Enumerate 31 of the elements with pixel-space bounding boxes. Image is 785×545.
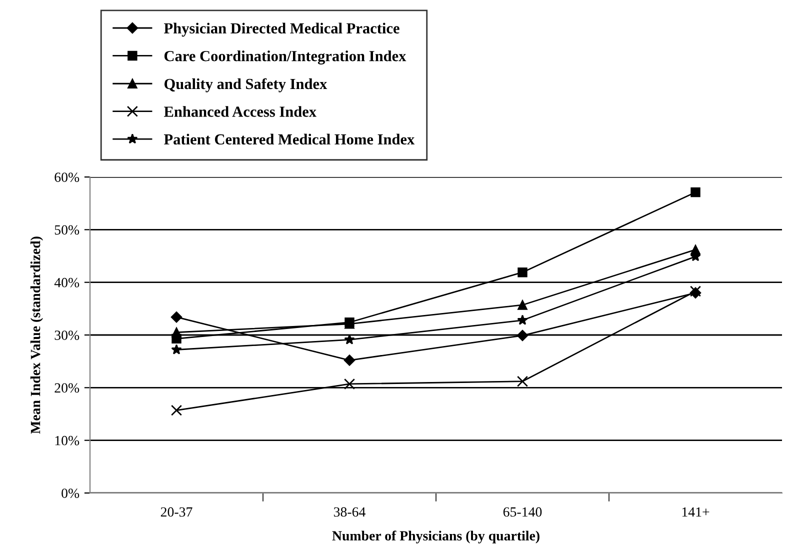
legend-label: Patient Centered Medical Home Index — [164, 134, 415, 145]
y-tick-label: 20% — [54, 383, 80, 393]
legend-label: Enhanced Access Index — [164, 106, 316, 117]
y-tick-label: 60% — [54, 172, 80, 182]
point — [344, 378, 356, 390]
x-tick-label: 141+ — [682, 507, 710, 517]
y-tick-label: 10% — [55, 436, 80, 446]
point — [344, 334, 355, 344]
x-axis-title: Number of Physicians (by quartile) — [332, 530, 540, 544]
y-axis-title: Mean Index Value (standardized) — [30, 236, 44, 434]
x-tick-label: 65-140 — [503, 507, 542, 517]
point — [344, 354, 356, 366]
point — [517, 314, 528, 325]
point — [690, 187, 700, 198]
point — [518, 300, 528, 310]
x-tick-label: 20-37 — [160, 507, 192, 517]
y-tick-label: 50% — [54, 225, 80, 235]
legend-label: Quality and Safety Index — [164, 78, 328, 92]
x-tick-label: 38-64 — [334, 507, 366, 517]
point — [518, 267, 528, 278]
point — [170, 404, 182, 416]
y-tick-label: 40% — [54, 278, 80, 288]
point — [172, 328, 182, 338]
point — [516, 330, 528, 342]
legend-label: Physician Directed Medical Practice — [164, 22, 400, 37]
y-tick-label: 0% — [62, 488, 80, 498]
point — [516, 376, 528, 387]
point — [170, 311, 182, 323]
legend-label: Care Coordination/Integration Index — [164, 50, 406, 64]
point — [171, 344, 182, 354]
y-tick-label: 30% — [54, 330, 80, 340]
